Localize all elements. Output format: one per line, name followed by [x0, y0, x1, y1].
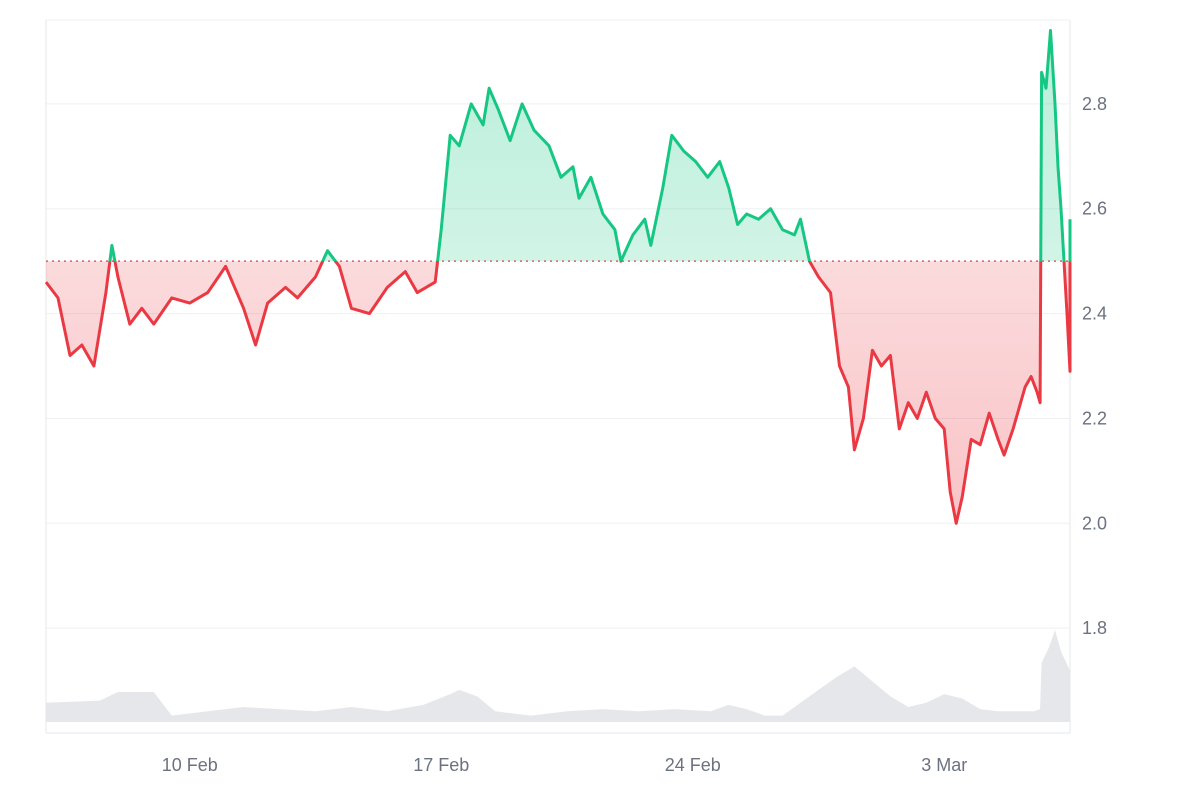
price-line-below-baseline — [44, 261, 1072, 525]
y-axis-ticks: 2.8 2.6 2.4 2.2 2.0 1.8 — [1082, 94, 1107, 638]
price-area-above-baseline — [109, 30, 1070, 262]
x-axis-ticks: 10 Feb 17 Feb 24 Feb 3 Mar — [162, 755, 968, 775]
x-tick-label: 3 Mar — [921, 755, 967, 775]
x-tick-label: 24 Feb — [665, 755, 721, 775]
y-tick-label: 1.8 — [1082, 618, 1107, 638]
volume-area — [46, 630, 1070, 722]
y-tick-label: 2.8 — [1082, 94, 1107, 114]
y-tick-label: 2.4 — [1082, 304, 1107, 324]
y-tick-label: 2.2 — [1082, 408, 1107, 428]
price-area-below-baseline — [46, 261, 1070, 524]
x-tick-label: 10 Feb — [162, 755, 218, 775]
y-tick-label: 2.0 — [1082, 513, 1107, 533]
gridlines — [46, 19, 1070, 629]
y-tick-label: 2.6 — [1082, 199, 1107, 219]
x-tick-label: 17 Feb — [413, 755, 469, 775]
price-line-above-baseline — [108, 29, 1072, 262]
